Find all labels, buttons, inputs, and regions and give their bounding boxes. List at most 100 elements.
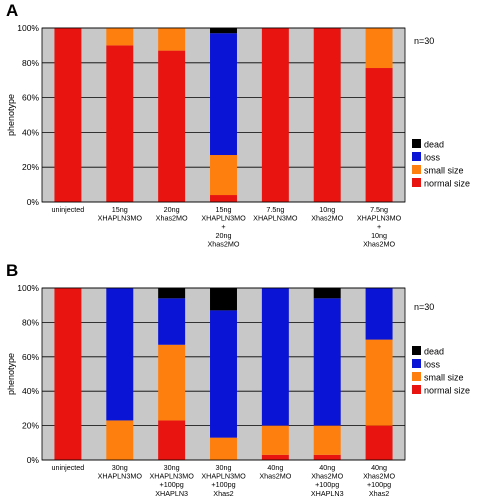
x-category-label: 10ng	[371, 231, 387, 240]
y-tick-label: 80%	[22, 58, 39, 68]
x-category-label: 7.5ng	[370, 205, 388, 214]
legend-swatch-normal-size	[412, 385, 421, 394]
x-category-label: 40ng	[319, 463, 335, 472]
legend-label: normal size	[424, 179, 470, 189]
bar-segment-loss	[365, 288, 393, 340]
panel-label: B	[6, 261, 18, 280]
y-tick-label: 20%	[22, 162, 39, 172]
legend-swatch-loss	[412, 359, 421, 368]
x-category-label: 20ng	[164, 205, 180, 214]
y-tick-label: 100%	[17, 23, 39, 33]
y-axis-title: phenotype	[6, 353, 16, 395]
bar-segment-small-size	[261, 425, 289, 455]
x-category-label: 30ng	[216, 463, 232, 472]
x-category-label: XHAPLN3MO	[98, 472, 143, 481]
bar-segment-loss	[106, 288, 134, 421]
bar-segment-normal-size	[54, 28, 82, 202]
bar-segment-normal-size	[313, 454, 341, 460]
legend-swatch-small-size	[412, 372, 421, 381]
x-category-label: 7.5ng	[266, 205, 284, 214]
x-category-label: Xhas2MO	[363, 239, 395, 248]
y-tick-label: 80%	[22, 317, 39, 327]
legend-swatch-normal-size	[412, 178, 421, 187]
legend-swatch-dead	[412, 139, 421, 148]
y-tick-label: 60%	[22, 93, 39, 103]
bar-segment-normal-size	[261, 454, 289, 460]
bar-segment-small-size	[365, 28, 393, 69]
x-category-label: XHAPLN3MO	[253, 214, 298, 223]
legend-label: loss	[424, 153, 441, 163]
legend-label: normal size	[424, 386, 470, 396]
bar-segment-normal-size	[106, 45, 134, 203]
legend-swatch-small-size	[412, 165, 421, 174]
x-category-label: +	[377, 222, 381, 231]
legend-label: dead	[424, 140, 444, 150]
bar-segment-dead	[210, 28, 237, 34]
x-category-label: Xhas2	[369, 489, 389, 498]
x-category-label: Xhas2MO	[363, 472, 395, 481]
bar-segment-normal-size	[210, 195, 237, 202]
x-category-label: Xhas2MO	[156, 214, 188, 223]
bar-segment-small-size	[313, 425, 341, 455]
bar-segment-normal-size	[365, 68, 393, 203]
bar-segment-loss	[261, 288, 289, 426]
bar-segment-small-size	[210, 437, 237, 460]
bar-segment-loss	[210, 33, 237, 156]
x-category-label: +	[221, 222, 225, 231]
x-category-label: 40ng	[371, 463, 387, 472]
legend-label: loss	[424, 360, 441, 370]
x-category-label: XHAPLN3MO	[149, 472, 194, 481]
bar-segment-small-size	[158, 28, 186, 51]
bar-segment-normal-size	[313, 28, 341, 202]
x-category-label: 40ng	[267, 463, 283, 472]
bar-segment-loss	[313, 298, 341, 426]
bar-segment-small-size	[106, 420, 134, 460]
legend-label: small size	[424, 373, 464, 383]
bar-segment-dead	[158, 288, 186, 299]
legend-label: small size	[424, 166, 464, 176]
x-category-label: 20ng	[216, 231, 232, 240]
x-category-label: XHAPLN3	[311, 489, 344, 498]
x-category-label: Xhas2MO	[311, 472, 343, 481]
y-tick-label: 20%	[22, 421, 39, 431]
bar-segment-normal-size	[54, 288, 82, 460]
panel-label: A	[6, 1, 18, 20]
x-category-label: XHAPLN3MO	[98, 214, 143, 223]
x-category-label: Xhas2MO	[311, 214, 343, 223]
y-axis-title: phenotype	[6, 94, 16, 136]
x-category-label: XHAPLN3MO	[201, 472, 246, 481]
x-category-label: Xhas2	[213, 489, 233, 498]
x-category-label: uninjected	[52, 205, 85, 214]
bar-segment-normal-size	[158, 420, 186, 460]
bar-segment-loss	[158, 298, 186, 345]
bar-segment-small-size	[210, 155, 237, 196]
x-category-label: 30ng	[112, 463, 128, 472]
bar-segment-small-size	[365, 339, 393, 426]
bar-segment-dead	[210, 288, 237, 311]
bar-segment-normal-size	[261, 28, 289, 202]
x-category-label: Xhas2MO	[208, 239, 240, 248]
x-category-label: 10ng	[319, 205, 335, 214]
x-category-label: XHAPLN3MO	[357, 214, 402, 223]
bar-segment-loss	[210, 310, 237, 438]
legend-swatch-dead	[412, 346, 421, 355]
bar-segment-small-size	[106, 28, 134, 46]
y-tick-label: 60%	[22, 352, 39, 362]
plot-frame	[41, 27, 406, 203]
legend-label: dead	[424, 347, 444, 357]
y-tick-label: 40%	[22, 127, 39, 137]
x-category-label: +100pg	[315, 480, 339, 489]
plot-frame	[41, 287, 406, 461]
x-category-label: +100pg	[160, 480, 184, 489]
x-category-label: uninjected	[52, 463, 85, 472]
y-tick-label: 100%	[17, 283, 39, 293]
x-category-label: +100pg	[211, 480, 235, 489]
y-tick-label: 0%	[27, 197, 40, 207]
x-category-label: Xhas2MO	[259, 472, 291, 481]
x-category-label: XHAPLN3	[155, 489, 188, 498]
legend-swatch-loss	[412, 152, 421, 161]
bar-segment-normal-size	[158, 50, 186, 203]
y-tick-label: 40%	[22, 386, 39, 396]
n-label: n=30	[414, 302, 434, 312]
